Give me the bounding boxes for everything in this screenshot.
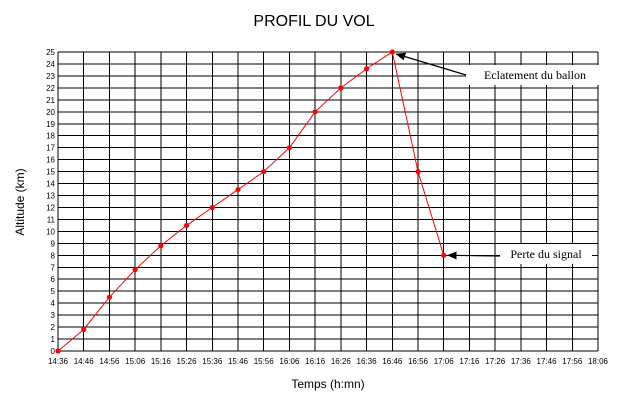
y-tick-label: 18 — [46, 132, 55, 141]
data-point — [312, 109, 318, 115]
data-point — [132, 267, 138, 273]
y-tick-label: 13 — [46, 192, 55, 201]
y-axis-title: Altitude (km) — [13, 168, 27, 235]
data-point — [441, 252, 447, 258]
y-tick-label: 3 — [51, 311, 56, 320]
annotation-arrow — [446, 251, 501, 260]
y-tick-label: 0 — [51, 347, 56, 356]
x-tick-label: 17:16 — [459, 357, 480, 366]
y-tick-label: 16 — [46, 156, 55, 165]
data-point — [286, 145, 293, 151]
data-point — [158, 243, 164, 249]
x-tick-label: 15:36 — [202, 357, 223, 366]
y-tick-label: 6 — [51, 275, 56, 284]
data-point — [235, 186, 241, 193]
y-tick-label: 10 — [46, 227, 55, 236]
data-point — [106, 294, 113, 300]
x-tick-label: 17:56 — [562, 357, 583, 366]
x-tick-label: 18:06 — [588, 357, 609, 366]
y-tick-label: 23 — [46, 72, 55, 81]
data-point — [261, 169, 267, 175]
y-tick-label: 25 — [46, 48, 55, 57]
y-tick-label: 11 — [47, 215, 56, 224]
y-tick-label: 22 — [46, 84, 55, 93]
x-tick-label: 16:06 — [279, 357, 300, 366]
y-tick-label: 1 — [51, 335, 56, 344]
x-tick-label: 15:16 — [151, 357, 172, 366]
chart-title: PROFIL DU VOL — [253, 13, 374, 30]
y-tick-label: 7 — [51, 263, 56, 272]
annotation-box — [500, 244, 592, 264]
x-tick-label: 14:36 — [48, 357, 69, 366]
annotation-layer: Eclatement du ballon Perte du signal — [395, 52, 604, 264]
y-tick-label: 8 — [51, 251, 56, 260]
x-tick-label: 17:26 — [485, 357, 506, 366]
x-tick-label: 17:06 — [434, 357, 455, 366]
x-axis-title: Temps (h:mn) — [291, 377, 364, 391]
annotation-box — [466, 65, 604, 85]
x-tick-label: 16:16 — [305, 357, 326, 366]
data-point — [363, 66, 370, 72]
y-tick-label: 19 — [46, 120, 55, 129]
data-point — [55, 348, 61, 354]
y-tick-label: 4 — [51, 299, 56, 308]
x-tick-label: 16:36 — [357, 357, 378, 366]
x-tick-label: 15:06 — [125, 357, 146, 366]
annotation-arrow — [395, 52, 467, 76]
x-tick-label: 16:46 — [382, 357, 403, 366]
x-tick-label: 17:46 — [537, 357, 558, 366]
data-point — [338, 85, 344, 91]
data-point — [415, 169, 421, 175]
y-tick-label: 17 — [46, 144, 55, 153]
x-tick-label: 14:46 — [74, 357, 95, 366]
x-tick-label: 15:56 — [254, 357, 275, 366]
series-line — [57, 51, 445, 352]
x-tick-label: 15:26 — [177, 357, 198, 366]
y-tick-label: 2 — [51, 323, 56, 332]
x-tick-label: 16:56 — [408, 357, 429, 366]
x-tick-label: 15:46 — [228, 357, 249, 366]
data-point — [183, 222, 190, 229]
grid — [57, 51, 599, 352]
x-tick-label: 16:26 — [331, 357, 352, 366]
x-tick-label: 17:36 — [511, 357, 532, 366]
data-point — [81, 326, 87, 333]
x-tick-labels: 14:36 14:46 14:56 15:06 15:16 15:26 15:36 15:46… — [48, 357, 609, 366]
y-tick-label: 15 — [46, 168, 55, 177]
y-tick-labels: 0123456789101112131415161718192021222324… — [46, 48, 55, 356]
y-tick-label: 9 — [51, 239, 56, 248]
y-tick-label: 5 — [51, 287, 56, 296]
annotation-label: Perte du signal — [510, 247, 582, 261]
x-tick-label: 14:56 — [99, 357, 120, 366]
y-tick-label: 12 — [46, 203, 55, 212]
y-tick-label: 14 — [46, 180, 55, 189]
data-point — [389, 49, 395, 55]
annotation-label: Eclatement du ballon — [484, 68, 586, 82]
y-tick-label: 24 — [46, 60, 55, 69]
series-layer — [55, 49, 447, 354]
y-tick-label: 20 — [46, 108, 55, 117]
y-tick-label: 21 — [46, 96, 55, 105]
data-point — [209, 204, 215, 211]
